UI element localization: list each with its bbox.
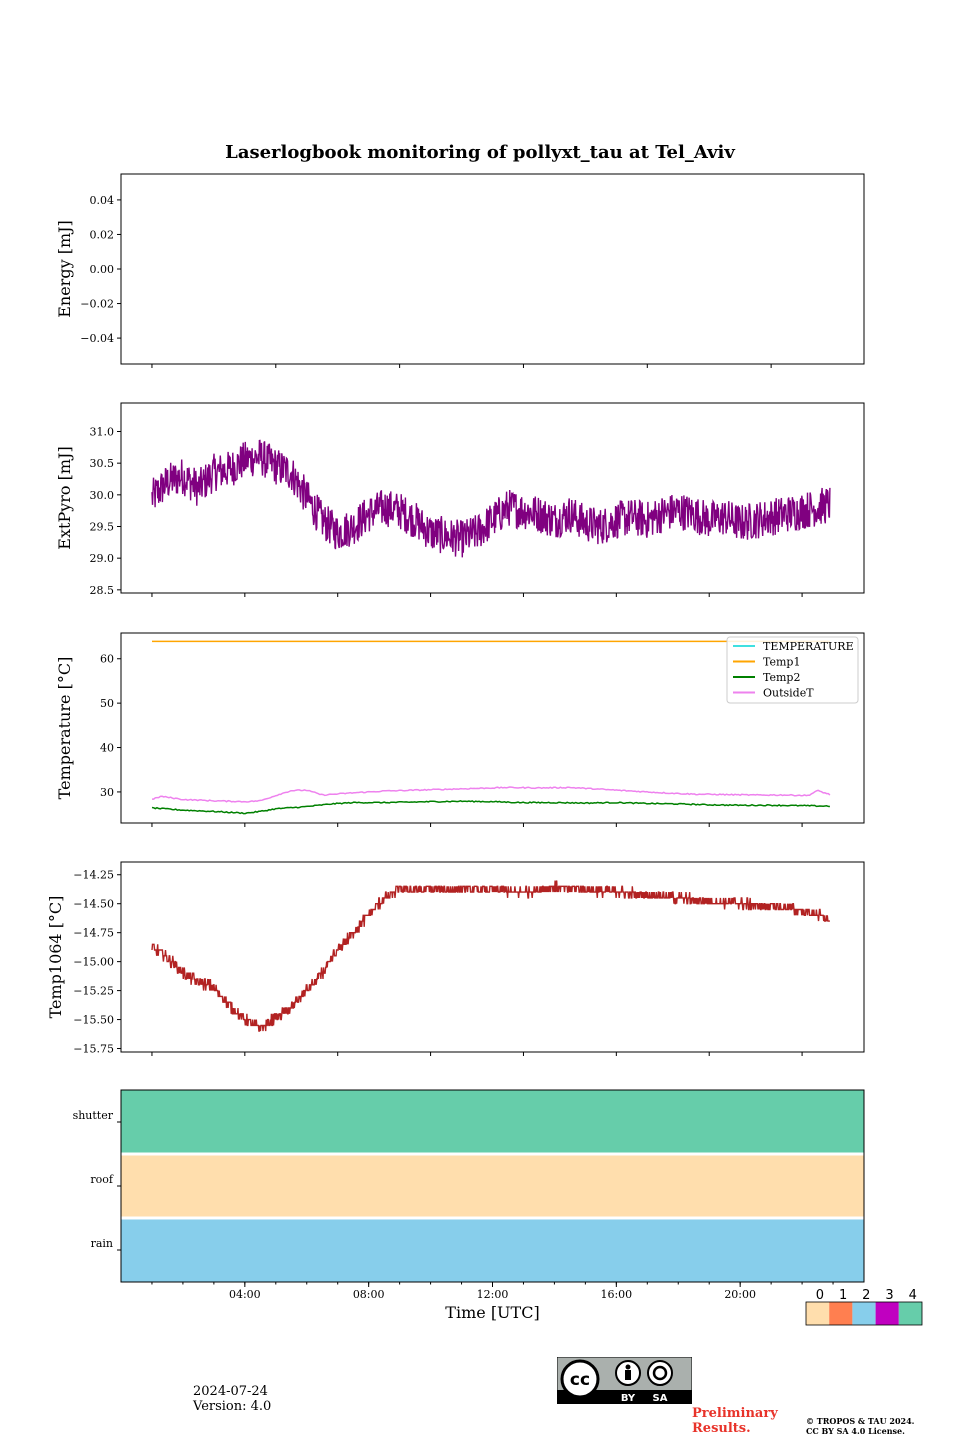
status-row-roof xyxy=(121,1155,864,1217)
copyright-line-1: © TROPOS & TAU 2024. xyxy=(806,1416,915,1426)
series-line-outsidet xyxy=(152,786,831,803)
status-row-label: rain xyxy=(91,1237,113,1250)
plot-frame xyxy=(120,861,865,1053)
legend-box xyxy=(726,636,859,704)
ytick-label: −14.75 xyxy=(73,927,114,940)
cc-mark: cc xyxy=(570,1370,590,1390)
ytick-label: 30 xyxy=(100,786,114,799)
ytick-label: −0.04 xyxy=(80,332,114,345)
plot-frame xyxy=(120,402,865,594)
legend-label-temp1: Temp1 xyxy=(763,656,800,669)
cc-by-label: BY xyxy=(621,1393,636,1404)
status-row-label: roof xyxy=(90,1173,114,1186)
ytick-label: 0.00 xyxy=(90,263,115,276)
xtick-label: 08:00 xyxy=(353,1288,385,1301)
ytick-label: 31.0 xyxy=(90,426,115,439)
legend-label-temp2: Temp2 xyxy=(763,671,800,684)
legend: TEMPERATURE Temp1 Temp2 OutsideT xyxy=(726,636,859,704)
preliminary-line-1: Preliminary xyxy=(692,1406,778,1421)
footer-info: 2024-07-24 Version: 4.0 xyxy=(193,1384,271,1414)
panel-temperature: 60 50 40 30 Temperature [°C] TEMPERATURE Temp1… xyxy=(55,632,865,827)
status-row-rain xyxy=(121,1219,864,1282)
footer-date: 2024-07-24 xyxy=(193,1384,268,1399)
colorbar-swatch-3 xyxy=(875,1302,899,1325)
colorbar-frame xyxy=(805,1301,923,1326)
panel-temp1064: −14.25 −14.50 −14.75 −15.00 −15.25 −15.50 −15.… xyxy=(46,861,865,1056)
series-line-temp2 xyxy=(151,799,830,815)
copyright-line-2: CC BY SA 4.0 License. xyxy=(806,1426,905,1436)
colorbar-swatch-2 xyxy=(852,1302,876,1325)
legend-label-temperature: TEMPERATURE xyxy=(763,640,854,653)
footer-version: Version: 4.0 xyxy=(193,1399,272,1414)
xtick-label: 16:00 xyxy=(600,1288,632,1301)
ytick-label: 30.5 xyxy=(90,457,115,470)
series-line-temp1064 xyxy=(151,880,830,1032)
xlabel: Time [UTC] xyxy=(445,1303,539,1322)
ytick-label: −15.50 xyxy=(73,1014,114,1027)
cc-license-logo: cc BY SA xyxy=(557,1357,692,1404)
xtick-label: 12:00 xyxy=(477,1288,509,1301)
ytick-label: −0.02 xyxy=(80,298,114,311)
ytick-label: 0.02 xyxy=(90,228,115,241)
ytick-label: −15.25 xyxy=(73,985,114,998)
ytick-label: 29.0 xyxy=(90,552,115,565)
copyright-note: © TROPOS & TAU 2024. CC BY SA 4.0 Licens… xyxy=(806,1416,914,1436)
status-row-label: shutter xyxy=(73,1109,114,1122)
panel-extpyro: 31.0 30.5 30.0 29.5 29.0 28.5 ExtPyro [mJ] xyxy=(55,402,865,597)
colorbar-tick-label: 4 xyxy=(909,1288,917,1303)
xtick-label: 20:00 xyxy=(724,1288,756,1301)
series-group xyxy=(151,439,831,558)
ytick-label: 60 xyxy=(100,653,114,666)
ytick-label: 50 xyxy=(100,697,114,710)
preliminary-line-2: Results. xyxy=(692,1421,751,1436)
legend-label-outsidet: OutsideT xyxy=(763,687,814,700)
ytick-label: −15.00 xyxy=(73,956,114,969)
chart-title: Laserlogbook monitoring of pollyxt_tau a… xyxy=(225,142,735,163)
status-row-shutter xyxy=(121,1090,864,1153)
colorbar-swatch-1 xyxy=(829,1302,853,1325)
series-group xyxy=(151,640,831,815)
sa-share-icon xyxy=(647,1360,673,1386)
ytick-label: −15.75 xyxy=(73,1043,114,1056)
ylabel: Temp1064 [°C] xyxy=(46,896,65,1019)
colorbar-tick-label: 2 xyxy=(862,1288,870,1303)
panel-status: shutter roof rain 04:00 08:00 12:00 16:00 20:00… xyxy=(73,1089,865,1322)
panel-energy: 0.04 0.02 0.00 −0.02 −0.04 Energy [mJ] xyxy=(55,173,865,368)
ylabel: Temperature [°C] xyxy=(55,657,74,800)
series-line-extpyro xyxy=(151,439,831,558)
ytick-label: −14.50 xyxy=(73,898,114,911)
colorbar-swatch-4 xyxy=(898,1302,922,1325)
colorbar-tick-label: 3 xyxy=(885,1288,893,1303)
colorbar-swatch-0 xyxy=(806,1302,830,1325)
cc-sa-label: SA xyxy=(653,1393,668,1404)
ylabel: Energy [mJ] xyxy=(55,220,74,318)
preliminary-note: Preliminary Results. xyxy=(692,1406,778,1436)
ytick-label: 0.04 xyxy=(90,194,115,207)
ytick-label: 40 xyxy=(100,742,114,755)
series-group xyxy=(151,880,830,1032)
colorbar-tick-label: 1 xyxy=(839,1288,847,1303)
plot-frame xyxy=(120,173,865,365)
colorbar-tick-label: 0 xyxy=(816,1288,824,1303)
ytick-label: 29.5 xyxy=(90,521,115,534)
cc-icon xyxy=(560,1359,600,1399)
xtick-label: 04:00 xyxy=(229,1288,261,1301)
ytick-label: 30.0 xyxy=(90,489,115,502)
ytick-label: 28.5 xyxy=(90,584,115,597)
ytick-label: −14.25 xyxy=(73,869,114,882)
plot-frame xyxy=(120,632,865,824)
ylabel: ExtPyro [mJ] xyxy=(55,446,74,549)
